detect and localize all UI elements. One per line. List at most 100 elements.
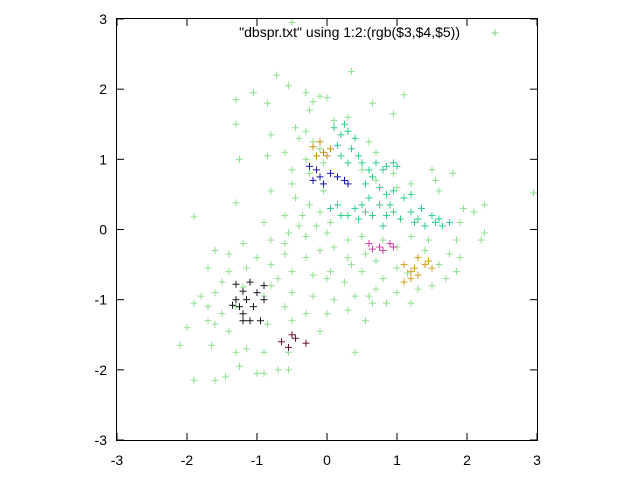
data-point bbox=[355, 152, 362, 160]
data-point bbox=[446, 218, 453, 226]
data-point bbox=[239, 240, 247, 248]
data-point bbox=[358, 159, 366, 167]
data-point bbox=[355, 215, 362, 223]
data-point bbox=[344, 236, 352, 244]
y-tick-label: 1 bbox=[99, 151, 107, 167]
data-point bbox=[183, 324, 191, 332]
data-point bbox=[365, 194, 373, 202]
data-point bbox=[274, 366, 282, 374]
data-point bbox=[204, 264, 212, 272]
data-point bbox=[302, 155, 310, 163]
data-point bbox=[260, 296, 268, 304]
data-point bbox=[344, 159, 352, 167]
data-point bbox=[232, 280, 240, 288]
data-point bbox=[351, 204, 359, 212]
data-point bbox=[439, 222, 446, 230]
axis-ticks: -3 -2 -1 0 1 2 3 -3 -2 -1 0 1 2 3 bbox=[95, 11, 542, 468]
data-point bbox=[390, 169, 397, 177]
data-point bbox=[306, 169, 313, 177]
data-point bbox=[390, 110, 397, 118]
y-tick-label: 0 bbox=[99, 222, 107, 238]
x-tick-label: 2 bbox=[463, 452, 471, 468]
data-point bbox=[383, 299, 390, 307]
data-point bbox=[211, 289, 219, 297]
data-point bbox=[425, 257, 432, 265]
data-point bbox=[306, 162, 313, 170]
data-point bbox=[309, 292, 317, 300]
data-point bbox=[365, 166, 373, 174]
data-point bbox=[330, 243, 338, 251]
data-point bbox=[351, 134, 359, 142]
data-point bbox=[362, 180, 369, 188]
data-point bbox=[341, 278, 348, 286]
data-point bbox=[407, 208, 415, 216]
data-point bbox=[344, 113, 352, 121]
data-point bbox=[386, 201, 394, 209]
data-point bbox=[267, 236, 275, 244]
data-point bbox=[232, 296, 240, 304]
data-point bbox=[435, 187, 443, 195]
data-point bbox=[306, 106, 313, 114]
data-point bbox=[369, 99, 376, 107]
data-point bbox=[365, 138, 373, 146]
data-point bbox=[390, 187, 397, 195]
y-tick-label: -3 bbox=[95, 432, 108, 448]
data-point bbox=[260, 369, 268, 377]
data-point bbox=[260, 348, 268, 356]
data-point bbox=[260, 218, 268, 226]
data-point bbox=[316, 92, 324, 100]
data-point bbox=[372, 148, 380, 156]
data-point bbox=[344, 127, 352, 135]
data-point bbox=[239, 310, 247, 318]
data-point bbox=[281, 250, 289, 258]
data-point bbox=[369, 299, 376, 307]
x-tick-label: 1 bbox=[393, 452, 401, 468]
data-point bbox=[407, 299, 415, 307]
data-point bbox=[281, 148, 289, 156]
data-point bbox=[446, 250, 453, 258]
data-point bbox=[320, 159, 327, 167]
data-point bbox=[327, 169, 334, 177]
data-point bbox=[390, 243, 397, 251]
data-point bbox=[316, 138, 324, 146]
data-point bbox=[306, 201, 313, 209]
data-point bbox=[236, 362, 243, 370]
data-point bbox=[190, 213, 198, 221]
data-point bbox=[414, 254, 422, 262]
data-point bbox=[302, 254, 310, 262]
data-point bbox=[232, 120, 240, 128]
data-point bbox=[414, 271, 422, 279]
legend-label: "dbspr.txt" using 1:2:(rgb($3,$4,$5)) bbox=[239, 24, 460, 40]
data-point bbox=[292, 124, 299, 132]
data-point bbox=[365, 240, 373, 248]
data-point bbox=[411, 218, 418, 226]
data-point bbox=[397, 215, 404, 223]
data-point bbox=[376, 201, 383, 209]
data-point bbox=[285, 82, 292, 90]
data-point bbox=[253, 254, 261, 262]
data-point bbox=[400, 278, 408, 286]
data-point bbox=[313, 222, 320, 230]
data-point bbox=[362, 208, 369, 216]
data-point bbox=[288, 180, 296, 188]
data-point bbox=[330, 296, 338, 304]
data-point bbox=[285, 366, 292, 374]
data-point bbox=[432, 176, 439, 184]
data-point bbox=[225, 250, 233, 258]
data-point bbox=[232, 199, 240, 207]
data-point bbox=[320, 180, 327, 188]
data-point bbox=[302, 339, 310, 347]
data-point bbox=[435, 215, 443, 223]
data-point bbox=[383, 162, 390, 170]
legend-marker bbox=[491, 29, 499, 37]
data-point bbox=[246, 278, 254, 286]
data-point bbox=[225, 268, 233, 276]
data-point bbox=[456, 218, 464, 226]
data-point bbox=[302, 127, 310, 135]
data-point bbox=[327, 204, 334, 212]
data-point bbox=[320, 148, 327, 156]
data-point bbox=[257, 317, 264, 325]
data-point bbox=[362, 250, 369, 258]
data-point bbox=[390, 159, 397, 167]
data-point bbox=[348, 261, 355, 269]
